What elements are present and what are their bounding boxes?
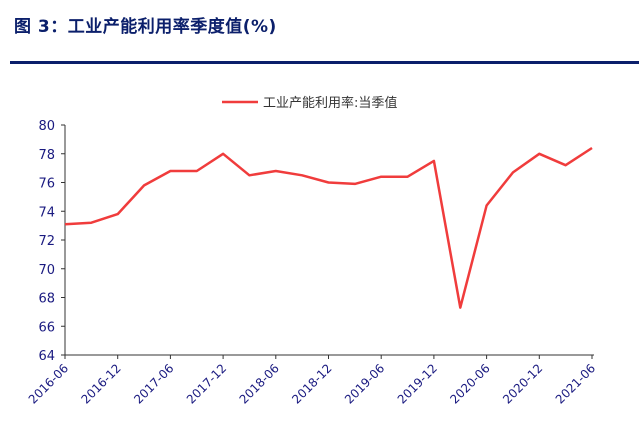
x-tick-label: 2018-12	[289, 361, 334, 406]
y-tick-label: 68	[38, 292, 55, 307]
y-tick-label: 64	[38, 349, 55, 364]
y-tick-label: 74	[38, 205, 55, 220]
x-tick-label: 2019-12	[395, 361, 440, 406]
x-tick-label: 2017-12	[184, 361, 229, 406]
title-divider	[10, 61, 639, 64]
x-tick-label: 2020-06	[447, 361, 492, 406]
y-tick-label: 72	[38, 234, 55, 249]
x-tick-label: 2020-12	[500, 361, 545, 406]
x-tick-label: 2018-06	[237, 361, 282, 406]
y-tick-label: 78	[38, 148, 55, 163]
y-tick-label: 76	[38, 177, 55, 192]
x-tick-label: 2021-06	[553, 361, 598, 406]
y-tick-label: 70	[38, 263, 55, 278]
x-tick-label: 2016-06	[26, 361, 71, 406]
legend: 工业产能利用率:当季值	[222, 95, 397, 111]
x-tick-label: 2016-12	[78, 361, 123, 406]
y-tick-label: 80	[38, 119, 55, 134]
y-tick-label: 66	[38, 320, 55, 335]
x-tick-label: 2019-06	[342, 361, 387, 406]
x-axis: 2016-06 2016-12 2017-06 2017-12 2018-06 2018-…	[26, 354, 598, 407]
legend-label: 工业产能利用率:当季值	[263, 95, 397, 111]
x-tick-label: 2017-06	[131, 361, 176, 406]
figure-title: 图 3：工业产能利用率季度值(%)	[14, 17, 277, 37]
series-line	[64, 146, 593, 309]
y-axis: 64 66 68 70 72 74 76 78 80	[38, 119, 66, 364]
